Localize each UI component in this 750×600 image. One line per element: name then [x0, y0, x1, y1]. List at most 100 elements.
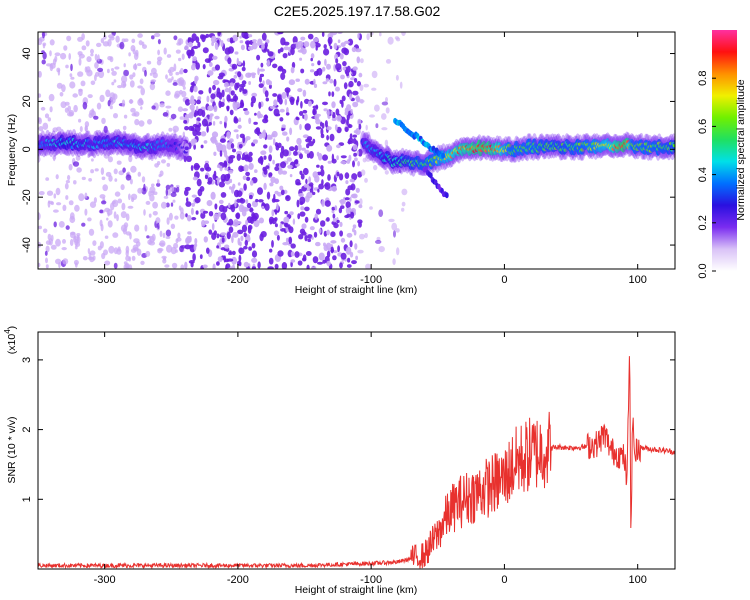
noise-speckle — [366, 33, 370, 41]
noise-speckle — [130, 45, 136, 52]
noise-speckle — [100, 38, 105, 44]
noise-speckle — [296, 199, 300, 208]
noise-speckle — [213, 230, 217, 236]
noise-speckle — [184, 189, 189, 196]
noise-speckle — [211, 223, 215, 231]
noise-speckle — [346, 104, 352, 112]
noise-speckle — [312, 108, 316, 116]
noise-speckle — [299, 57, 303, 61]
noise-speckle — [339, 262, 343, 269]
spectrogram-noise-speckle — [38, 32, 408, 269]
noise-speckle — [91, 108, 94, 113]
noise-speckle — [396, 247, 400, 256]
noise-speckle — [60, 52, 67, 60]
noise-speckle — [163, 257, 167, 261]
noise-speckle — [271, 209, 275, 217]
noise-speckle — [81, 33, 85, 41]
snr-y-multiplier: (x104) — [3, 326, 18, 354]
noise-speckle — [108, 175, 113, 182]
noise-speckle — [256, 54, 261, 61]
noise-speckle — [323, 44, 327, 49]
x-tick-label: 0 — [501, 574, 507, 586]
noise-speckle — [344, 111, 349, 116]
noise-speckle — [323, 48, 330, 56]
noise-speckle — [274, 209, 278, 215]
noise-speckle — [268, 145, 273, 154]
noise-speckle — [186, 155, 192, 162]
noise-speckle — [41, 59, 46, 65]
noise-speckle — [163, 47, 167, 55]
noise-speckle — [384, 139, 389, 147]
noise-speckle — [122, 167, 126, 173]
noise-speckle — [348, 80, 354, 88]
noise-speckle — [137, 187, 143, 194]
noise-speckle — [289, 146, 295, 152]
noise-speckle — [74, 204, 80, 212]
noise-speckle — [331, 117, 337, 122]
noise-speckle — [189, 99, 193, 104]
noise-speckle — [187, 231, 192, 235]
noise-speckle — [167, 78, 173, 83]
noise-speckle — [324, 182, 331, 190]
noise-speckle — [43, 228, 48, 234]
noise-speckle — [280, 72, 286, 81]
noise-speckle — [140, 260, 145, 265]
noise-speckle — [322, 81, 328, 85]
spectrogram-frame — [37, 31, 676, 270]
noise-speckle — [344, 172, 350, 180]
noise-speckle — [242, 175, 247, 181]
noise-speckle — [232, 34, 239, 42]
noise-speckle — [216, 261, 220, 266]
noise-speckle — [131, 255, 136, 261]
noise-speckle — [49, 50, 52, 57]
noise-speckle — [290, 259, 296, 263]
colorbar-tick-label: 0.2 — [697, 215, 709, 230]
noise-speckle — [184, 114, 192, 119]
noise-speckle — [304, 149, 310, 154]
noise-speckle — [185, 201, 192, 207]
noise-speckle — [229, 109, 234, 116]
noise-speckle — [322, 66, 326, 72]
noise-speckle — [334, 205, 337, 210]
noise-speckle — [122, 83, 127, 87]
noise-speckle — [212, 84, 216, 91]
noise-speckle — [275, 145, 280, 151]
noise-speckle — [331, 185, 337, 192]
noise-speckle — [94, 53, 98, 61]
noise-speckle — [125, 213, 130, 221]
noise-speckle — [193, 162, 200, 171]
noise-speckle — [128, 264, 133, 269]
noise-speckle — [174, 90, 181, 98]
spectrogram-x-label: Height of straight line (km) — [295, 284, 418, 296]
noise-speckle — [183, 154, 187, 163]
noise-speckle — [197, 188, 203, 197]
noise-speckle — [316, 164, 320, 168]
noise-speckle — [248, 162, 254, 170]
noise-speckle — [300, 173, 305, 180]
noise-speckle — [315, 45, 318, 51]
noise-speckle — [137, 171, 141, 177]
noise-speckle — [307, 234, 313, 239]
noise-speckle — [197, 41, 201, 48]
noise-speckle — [187, 37, 192, 41]
noise-speckle — [76, 167, 82, 173]
noise-speckle — [286, 89, 289, 97]
noise-speckle — [76, 233, 81, 237]
noise-speckle — [343, 82, 348, 90]
colorbar-tick-label: 0.4 — [697, 167, 709, 182]
noise-speckle — [296, 95, 300, 103]
noise-speckle — [239, 133, 245, 139]
noise-speckle — [214, 139, 218, 146]
noise-speckle — [294, 251, 300, 258]
noise-speckle — [249, 180, 254, 186]
noise-speckle — [140, 87, 145, 96]
noise-speckle — [401, 32, 406, 36]
noise-speckle — [294, 145, 299, 152]
noise-speckle — [339, 173, 344, 181]
noise-speckle — [202, 64, 206, 70]
noise-speckle — [253, 121, 258, 125]
noise-speckle — [38, 93, 42, 98]
noise-speckle — [208, 211, 214, 217]
noise-speckle — [301, 223, 307, 229]
noise-speckle — [176, 42, 181, 46]
